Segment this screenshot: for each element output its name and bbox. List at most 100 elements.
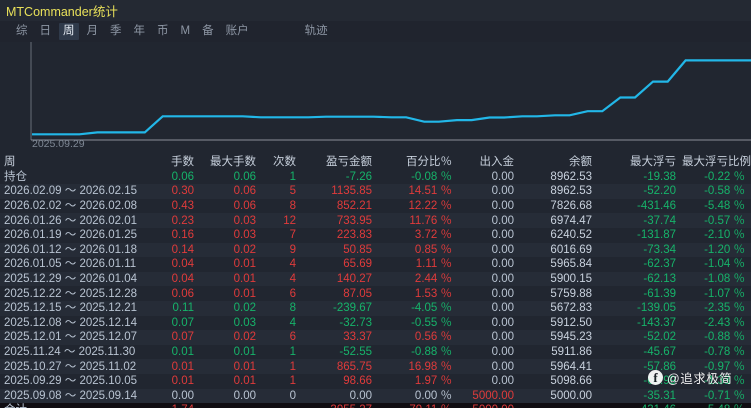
table-row[interactable]: 2025.09.08 ～ 2025.09.14 0.00 0.00 0 0.00 0.00… <box>0 388 751 404</box>
table-row[interactable]: 持仓 0.06 0.06 1 -7.26 -0.08 ％ 0.00 8962.53 -19.38… <box>0 170 751 185</box>
cell-inout: 0.00 <box>491 316 514 329</box>
table-row[interactable]: 2025.11.24 ～ 2025.11.30 0.01 0.01 1 -52.55 -0… <box>0 345 751 360</box>
cell-period: 2025.12.29 ～ 2026.01.04 <box>4 273 138 286</box>
cell-period: 2025.09.08 ～ 2025.09.14 <box>4 389 138 402</box>
table-row[interactable]: 2025.12.22 ～ 2025.12.28 0.06 0.01 6 87.05 1.5… <box>0 286 751 301</box>
cell-pl: 87.05 <box>343 287 372 300</box>
col-header-balance: 余额 <box>569 156 592 169</box>
cell-maxflp: -0.88 ％ <box>704 331 745 344</box>
cell-bal: 5912.50 <box>550 316 592 329</box>
tab-zhou[interactable]: 周 <box>59 23 79 40</box>
cell-count: 8 <box>289 200 296 213</box>
cell-maxfl: -45.67 <box>643 346 676 359</box>
table-row[interactable]: 2025.09.29 ～ 2025.10.05 0.01 0.01 1 98.66 1.9… <box>0 374 751 389</box>
tab-yue[interactable]: 月 <box>86 25 99 37</box>
cell-bal: 5759.88 <box>550 287 592 300</box>
cell-maxflp: -1.07 ％ <box>704 287 745 300</box>
tab-zhanghu[interactable]: 账户 <box>225 25 249 37</box>
cell-count: 9 <box>289 243 296 256</box>
cell-period: 2025.12.08 ～ 2025.12.14 <box>4 316 138 329</box>
cell-maxflp: -0.97 ％ <box>704 360 745 373</box>
title-bar: MTCommander统计 <box>0 0 751 21</box>
tab-m[interactable]: M <box>180 25 191 37</box>
table-row[interactable]: 2026.01.12 ～ 2026.01.18 0.14 0.02 9 50.85 0.8… <box>0 242 751 258</box>
cell-bal: 5000.00 <box>550 389 592 402</box>
cell-inout: 0.00 <box>491 287 514 300</box>
cell-period: 2026.01.05 ～ 2026.01.11 <box>4 258 137 271</box>
cell-period: 持仓 <box>4 170 27 183</box>
cell-lots: 0.01 <box>171 346 194 359</box>
cell-count: 12 <box>283 214 296 227</box>
cell-maxlots: 0.01 <box>233 273 256 286</box>
table-row[interactable]: 2025.10.27 ～ 2025.11.02 0.01 0.01 1 865.75 16… <box>0 359 751 374</box>
table-row[interactable]: 2025.12.29 ～ 2026.01.04 0.04 0.01 4 140.27 2.… <box>0 271 751 287</box>
tab-guiji[interactable]: 轨迹 <box>304 25 328 37</box>
cell-count: 6 <box>289 287 296 300</box>
cell-maxfl: -19.38 <box>643 170 676 183</box>
table-row[interactable]: 2025.12.08 ～ 2025.12.14 0.07 0.03 4 -32.73 -0… <box>0 316 751 331</box>
total-pct: 79.11 ％ <box>378 403 458 408</box>
cell-count: 1 <box>289 375 296 388</box>
cell-inout: 0.00 <box>491 229 514 242</box>
table-row[interactable]: 2026.01.19 ～ 2026.01.25 0.16 0.03 7 223.83 3.… <box>0 228 751 243</box>
weekly-stats-table: 周 手数 最大手数 次数 盈亏金额 百分比％ 出入金 余额 最大浮亏 最大浮亏比… <box>0 155 751 408</box>
cell-pct: 2.44 ％ <box>414 273 452 286</box>
cell-lots: 0.00 <box>171 389 194 402</box>
cell-pct: -0.08 ％ <box>411 170 452 183</box>
total-maxfloat-pct: -5.48 ％ <box>682 403 751 408</box>
cell-inout: 0.00 <box>491 302 514 315</box>
cell-maxlots: 0.02 <box>233 331 256 344</box>
cell-lots: 0.11 <box>172 302 194 315</box>
col-header-period: 周 <box>4 156 16 169</box>
cell-bal: 5911.86 <box>551 346 592 359</box>
cell-pl: 1135.85 <box>331 185 372 198</box>
cell-bal: 8962.53 <box>550 185 592 198</box>
cell-maxfl: -35.31 <box>643 389 676 402</box>
tab-nian[interactable]: 年 <box>133 25 146 37</box>
cell-lots: 0.01 <box>171 360 194 373</box>
total-label: 合计 <box>0 403 152 408</box>
table-row[interactable]: 2025.12.01 ～ 2025.12.07 0.07 0.02 6 33.37 0.5… <box>0 330 751 345</box>
tab-bei[interactable]: 备 <box>202 25 214 37</box>
tab-ri[interactable]: 日 <box>39 25 52 37</box>
tab-ji[interactable]: 季 <box>110 25 122 37</box>
cell-maxfl: -139.05 <box>636 302 676 315</box>
cell-maxlots: 0.03 <box>233 229 256 242</box>
table-header-row: 周 手数 最大手数 次数 盈亏金额 百分比％ 出入金 余额 最大浮亏 最大浮亏比… <box>0 155 751 170</box>
cell-maxfl: -62.37 <box>643 258 676 271</box>
cell-lots: 0.06 <box>171 170 194 183</box>
cell-period: 2025.11.24 ～ 2025.11.30 <box>4 346 136 359</box>
table-row[interactable]: 2026.01.26 ～ 2026.02.01 0.23 0.03 12 733.95 1… <box>0 213 751 228</box>
tab-zong[interactable]: 综 <box>16 25 28 37</box>
cell-maxflp: -2.43 ％ <box>704 316 745 329</box>
cell-inout: 0.00 <box>491 170 514 183</box>
table-row[interactable]: 2025.12.15 ～ 2025.12.21 0.11 0.02 8 -239.67 -… <box>0 300 751 316</box>
cell-lots: 0.07 <box>171 331 194 344</box>
equity-line <box>32 59 751 136</box>
cell-bal: 5672.83 <box>550 302 592 315</box>
cell-pl: 0.00 <box>349 389 372 402</box>
table-row[interactable]: 2026.02.09 ～ 2026.02.15 0.30 0.06 5 1135.85 1… <box>0 184 751 199</box>
cell-pl: 733.95 <box>336 214 372 227</box>
cell-bal: 6016.69 <box>550 243 592 256</box>
col-header-maxlots: 最大手数 <box>210 156 256 169</box>
tab-bi[interactable]: 币 <box>157 25 169 37</box>
col-header-maxfloat-pct: 最大浮亏比例 <box>682 156 751 169</box>
cell-maxlots: 0.02 <box>233 243 256 256</box>
table-row[interactable]: 2026.01.05 ～ 2026.01.11 0.04 0.01 4 65.69 1.1… <box>0 257 751 272</box>
cell-maxfl: -143.37 <box>636 316 676 329</box>
col-header-maxfloat: 最大浮亏 <box>630 156 676 169</box>
cell-pct: 16.98 ％ <box>408 360 452 373</box>
cell-maxlots: 0.01 <box>233 375 256 388</box>
cell-maxflp: -0.58 ％ <box>704 185 745 198</box>
cell-maxflp: -1.08 ％ <box>704 273 745 286</box>
cell-pl: 223.83 <box>336 229 372 242</box>
col-header-lots: 手数 <box>171 156 194 169</box>
period-tab-bar[interactable]: 综 日 周 月 季 年 币 M 备 账户 轨迹 <box>0 21 751 42</box>
table-row[interactable]: 2026.02.02 ～ 2026.02.08 0.43 0.06 8 852.21 12… <box>0 199 751 214</box>
cell-inout: 0.00 <box>491 258 514 271</box>
cell-inout: 0.00 <box>491 185 514 198</box>
cell-period: 2025.12.01 ～ 2025.12.07 <box>4 331 138 344</box>
cell-lots: 0.23 <box>171 214 194 227</box>
